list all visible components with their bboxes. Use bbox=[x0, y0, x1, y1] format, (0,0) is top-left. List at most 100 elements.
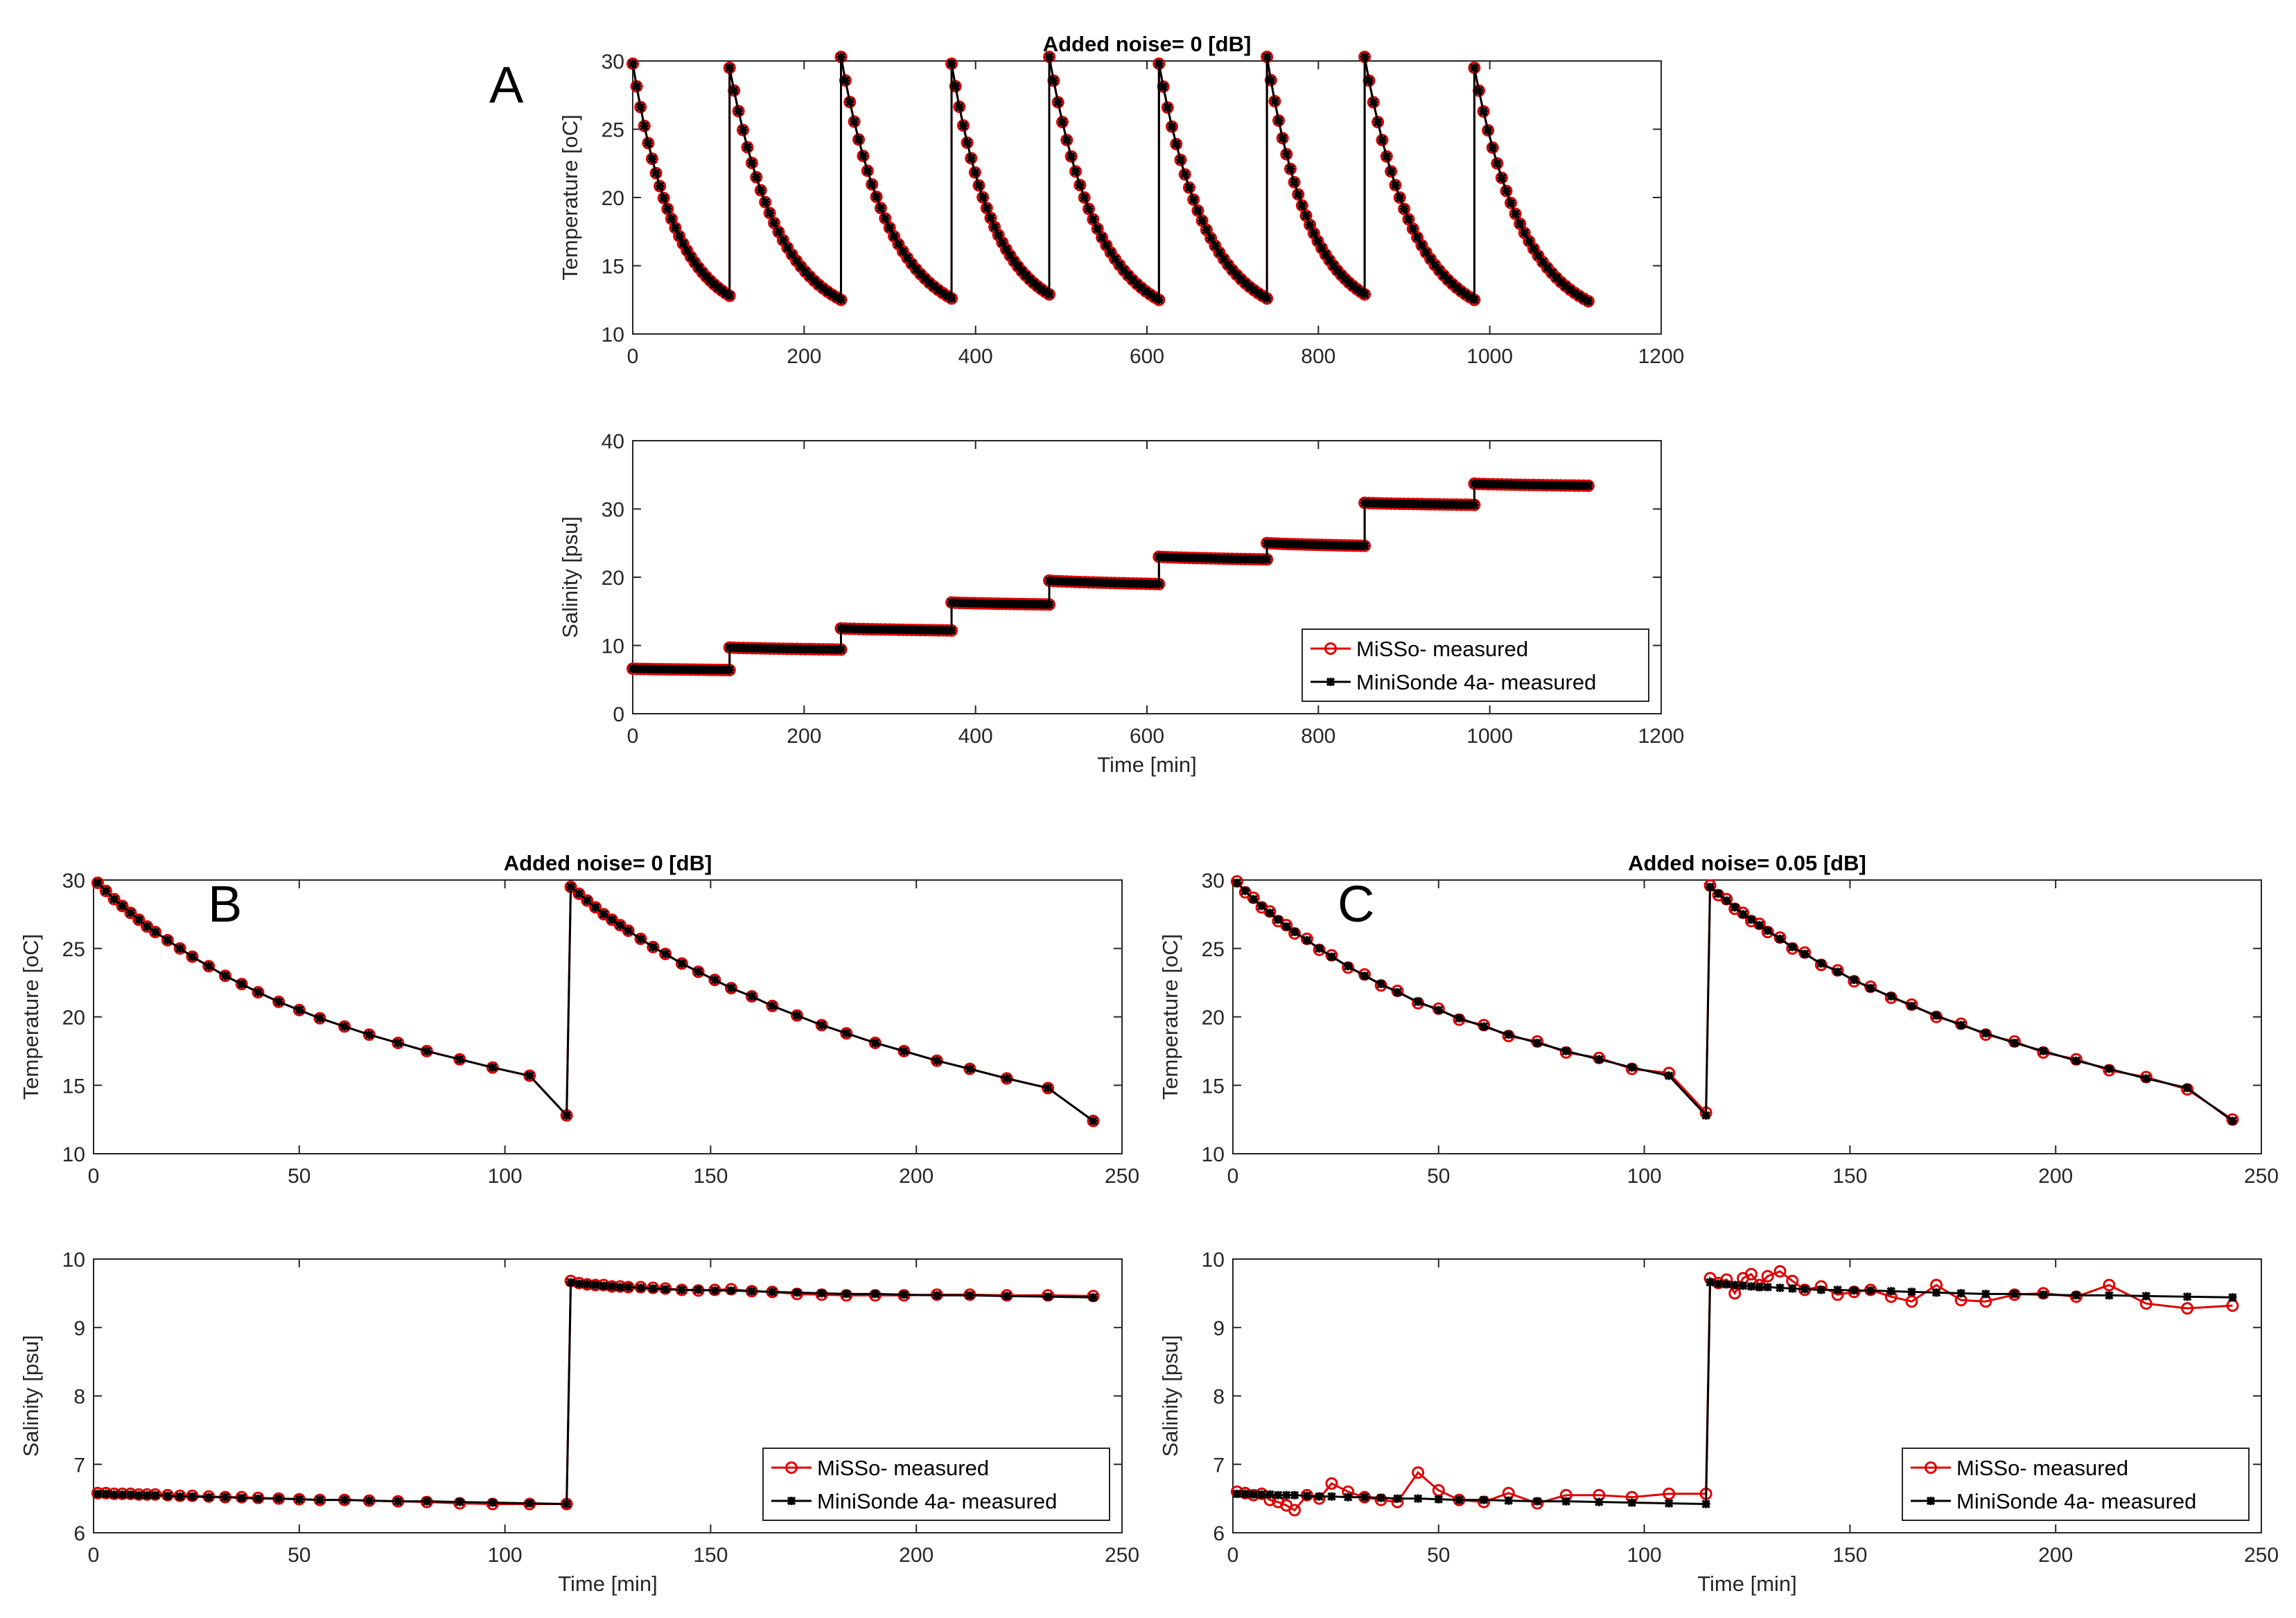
data-point-minisonde bbox=[220, 971, 230, 981]
data-point-minisonde bbox=[809, 276, 819, 285]
axes-B_temp: 0 50 100 150 200 250 10 15 20 25 30 Added noise= 0 … bbox=[19, 851, 1139, 1188]
data-point-misso bbox=[1042, 1082, 1055, 1095]
data-point-minisonde bbox=[1281, 1491, 1291, 1500]
legend: MiSSo- measured MiniSonde 4a- measured bbox=[1302, 628, 1649, 702]
data-point-minisonde bbox=[783, 243, 792, 252]
data-point-minisonde bbox=[624, 1283, 633, 1292]
data-point-minisonde bbox=[756, 186, 765, 195]
data-point-minisonde bbox=[1058, 117, 1067, 127]
data-point-minisonde bbox=[1413, 1494, 1423, 1503]
data-point-minisonde bbox=[1788, 1284, 1797, 1293]
axes-C_temp: 0 50 100 150 200 250 10 15 20 25 30 Added noise= 0.… bbox=[1158, 851, 2279, 1188]
data-point-minisonde bbox=[118, 1490, 127, 1499]
data-point-minisonde bbox=[1262, 52, 1272, 62]
data-point-misso bbox=[1761, 1269, 1774, 1283]
data-point-minisonde bbox=[792, 1011, 802, 1020]
data-point-minisonde bbox=[710, 975, 719, 985]
data-point-minisonde bbox=[2105, 1064, 2114, 1073]
data-point-misso bbox=[968, 166, 981, 179]
data-point-minisonde bbox=[902, 625, 912, 635]
data-point-minisonde bbox=[1180, 170, 1189, 179]
data-point-minisonde bbox=[765, 209, 774, 218]
data-point-minisonde bbox=[1084, 204, 1094, 213]
data-point-minisonde bbox=[1866, 1286, 1875, 1295]
data-point-minisonde bbox=[1257, 902, 1266, 911]
data-point-minisonde bbox=[101, 886, 111, 896]
data-point-minisonde bbox=[1664, 1499, 1674, 1508]
data-point-minisonde bbox=[1439, 271, 1448, 280]
data-point-minisonde bbox=[1426, 254, 1435, 264]
data-point-misso bbox=[1288, 1504, 1302, 1517]
data-point-minisonde bbox=[1110, 254, 1120, 264]
data-point-minisonde bbox=[967, 154, 976, 163]
data-point-minisonde bbox=[1176, 553, 1185, 562]
data-point-minisonde bbox=[1327, 1492, 1336, 1501]
data-point-minisonde bbox=[1128, 275, 1137, 285]
data-point-minisonde bbox=[651, 168, 660, 178]
data-point-minisonde bbox=[599, 910, 608, 919]
data-point-minisonde bbox=[998, 238, 1007, 247]
data-point-minisonde bbox=[663, 204, 672, 213]
series-minisonde bbox=[1232, 1278, 2237, 1509]
data-point-minisonde bbox=[1159, 552, 1168, 562]
data-point-minisonde bbox=[850, 624, 859, 633]
plot-area bbox=[93, 879, 1123, 1154]
data-point-minisonde bbox=[1315, 944, 1324, 953]
data-point-minisonde bbox=[725, 291, 734, 301]
data-point-minisonde bbox=[150, 1491, 160, 1500]
data-point-minisonde bbox=[1448, 500, 1457, 509]
data-point-misso bbox=[657, 191, 670, 204]
data-point-minisonde bbox=[1102, 240, 1111, 250]
data-point-minisonde bbox=[842, 1028, 851, 1038]
data-point-minisonde bbox=[729, 86, 739, 95]
data-point-minisonde bbox=[1455, 1014, 1464, 1023]
data-point-minisonde bbox=[2228, 1116, 2237, 1125]
y-axis-label: Temperature [oC] bbox=[558, 114, 582, 281]
y-axis-label: Salinity [psu] bbox=[1158, 1335, 1182, 1457]
data-point-minisonde bbox=[1167, 122, 1177, 132]
data-point-misso bbox=[930, 1054, 943, 1067]
data-point-minisonde bbox=[943, 291, 952, 301]
data-point-minisonde bbox=[150, 927, 160, 937]
data-point-minisonde bbox=[947, 294, 956, 304]
data-point-minisonde bbox=[1529, 244, 1539, 254]
data-point-minisonde bbox=[978, 193, 988, 202]
data-point-minisonde bbox=[1211, 241, 1220, 250]
data-point-minisonde bbox=[1076, 180, 1085, 190]
data-point-minisonde bbox=[1439, 500, 1448, 509]
data-point-minisonde bbox=[1561, 1497, 1571, 1506]
series-minisonde bbox=[93, 1278, 1098, 1509]
data-point-minisonde bbox=[562, 1111, 571, 1120]
data-point-minisonde bbox=[1093, 224, 1102, 234]
data-point-minisonde bbox=[1506, 198, 1516, 208]
data-point-minisonde bbox=[677, 1285, 687, 1294]
data-point-minisonde bbox=[647, 154, 657, 164]
data-point-misso bbox=[972, 179, 985, 192]
data-point-minisonde bbox=[1800, 1285, 1809, 1294]
data-point-misso bbox=[1495, 171, 1508, 184]
data-point-minisonde bbox=[832, 292, 841, 302]
data-point-minisonde bbox=[814, 644, 823, 654]
data-point-minisonde bbox=[525, 1071, 534, 1080]
data-point-minisonde bbox=[1575, 291, 1584, 301]
data-point-misso bbox=[1087, 1114, 1100, 1127]
data-point-misso bbox=[1170, 137, 1183, 150]
data-point-minisonde bbox=[1561, 1046, 1571, 1056]
data-point-minisonde bbox=[1053, 98, 1062, 107]
data-point-minisonde bbox=[1302, 211, 1311, 220]
data-point-minisonde bbox=[1833, 967, 1842, 976]
data-point-misso bbox=[91, 876, 104, 889]
data-point-misso bbox=[1385, 165, 1398, 178]
legend-marker bbox=[785, 1461, 798, 1474]
data-point-minisonde bbox=[575, 1279, 584, 1288]
legend: MiSSo- measured MiniSonde 4a- measured bbox=[1902, 1448, 2250, 1521]
data-point-minisonde bbox=[1730, 1281, 1739, 1290]
data-point-minisonde bbox=[1561, 281, 1570, 291]
data-point-minisonde bbox=[188, 1492, 197, 1501]
data-point-minisonde bbox=[1722, 896, 1731, 905]
data-point-misso bbox=[642, 137, 655, 150]
data-point-minisonde bbox=[769, 644, 779, 653]
chart-title: Added noise= 0 [dB] bbox=[1043, 32, 1252, 56]
data-point-minisonde bbox=[1206, 554, 1216, 563]
data-point-minisonde bbox=[93, 878, 103, 888]
